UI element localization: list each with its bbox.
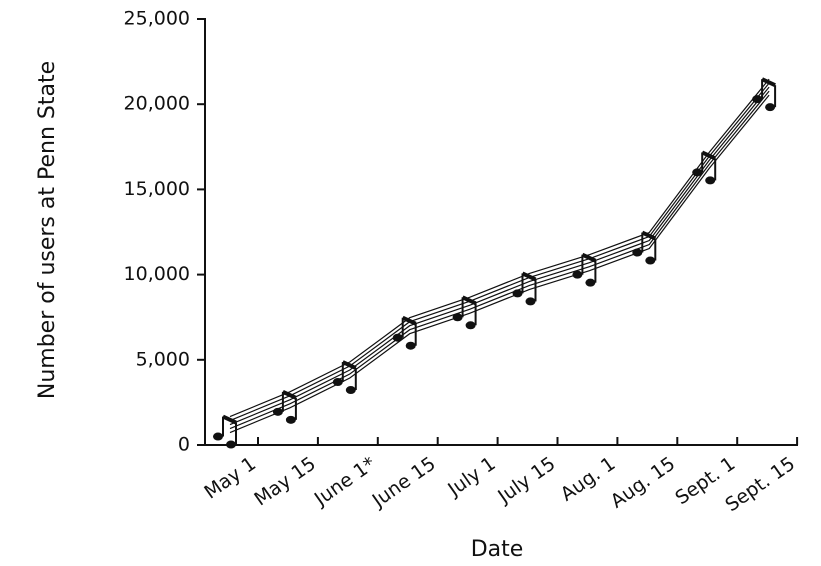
x-tick-label: June 15 [368,453,440,513]
note-head [213,432,223,441]
note [272,390,297,424]
note-head [405,341,416,350]
note [452,295,477,330]
staff-line [229,82,770,422]
note-beam [761,77,776,87]
note-head [452,313,463,322]
data-line [229,86,770,426]
x-tick-label: June 1* [310,453,380,511]
y-tick-label: 0 [178,434,190,456]
y-tick-label: 15,000 [124,178,190,200]
x-tick-label: July 15 [493,453,559,509]
note-head [705,176,716,185]
note-head [525,297,536,306]
x-axis-label: Date [471,537,524,562]
note-head [512,289,523,298]
x-tick-label: May 15 [250,453,320,511]
note-beam [581,252,597,263]
y-tick-label: 10,000 [124,263,190,285]
note-head [332,378,343,387]
note-head [645,256,656,265]
note [213,414,237,449]
note-head [632,248,643,257]
note-head [465,321,476,330]
note-beam [341,360,357,370]
x-tick-label: Aug. 15 [607,453,680,513]
note-head [226,440,236,449]
y-tick-label: 25,000 [124,8,190,30]
note [632,230,657,265]
note [512,271,537,306]
note-head [765,103,776,112]
note-head [692,168,703,177]
x-tick-label: May 1 [200,453,260,504]
note-beam [401,315,417,326]
note-head [272,407,283,416]
note-beam [461,295,477,306]
note-beam [641,230,657,241]
y-tick-label: 20,000 [124,93,190,115]
note-head [572,270,583,279]
note [392,315,417,350]
staff-line [229,90,770,430]
note-head [345,386,356,395]
note-head [752,95,763,104]
y-axis-label: Number of users at Penn State [35,61,60,399]
note-head [585,278,596,287]
note-head [285,415,296,424]
staff-line [229,94,770,434]
note-beam [521,271,537,282]
note-head [392,333,403,342]
note-beam [701,150,717,161]
note-beam [222,414,237,425]
note [572,252,597,287]
note [692,150,717,185]
y-tick-label: 5,000 [136,348,190,370]
x-tick-label: July 1 [443,453,499,502]
staff-line [229,78,770,418]
note [752,77,777,112]
note-beam [282,390,297,400]
note [332,360,357,395]
